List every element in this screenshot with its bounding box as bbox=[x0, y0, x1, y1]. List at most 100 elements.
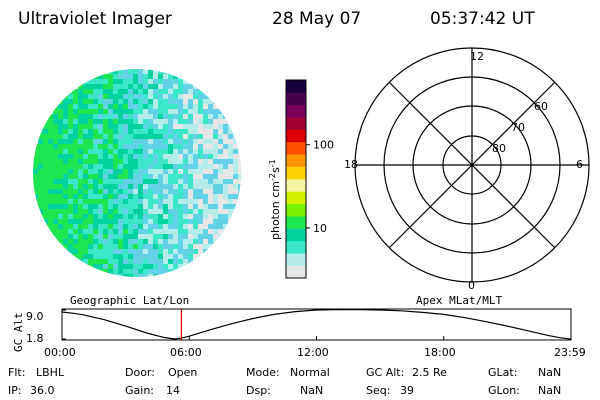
imager-pixel bbox=[98, 169, 104, 175]
imager-pixel bbox=[178, 264, 184, 270]
imager-pixel bbox=[133, 94, 139, 100]
imager-pixel bbox=[228, 134, 234, 140]
imager-pixel bbox=[53, 234, 59, 240]
imager-pixel bbox=[233, 134, 239, 140]
imager-pixel bbox=[113, 209, 119, 215]
imager-pixel bbox=[63, 129, 69, 135]
imager-pixel bbox=[158, 89, 164, 95]
imager-pixel bbox=[228, 154, 234, 160]
imager-pixel bbox=[163, 119, 169, 125]
imager-pixel bbox=[193, 194, 199, 200]
imager-pixel bbox=[188, 134, 194, 140]
imager-pixel bbox=[183, 264, 189, 270]
imager-pixel bbox=[118, 109, 124, 115]
imager-pixel bbox=[43, 164, 49, 170]
imager-pixel bbox=[78, 234, 84, 240]
imager-pixel bbox=[78, 164, 84, 170]
imager-pixel bbox=[78, 209, 84, 215]
imager-pixel bbox=[73, 119, 79, 125]
imager-pixel bbox=[158, 109, 164, 115]
imager-pixel bbox=[218, 224, 224, 230]
imager-pixel bbox=[193, 204, 199, 210]
imager-pixel bbox=[163, 269, 169, 275]
imager-pixel bbox=[133, 204, 139, 210]
imager-pixel bbox=[148, 114, 154, 120]
imager-pixel bbox=[108, 184, 114, 190]
imager-pixel bbox=[143, 139, 149, 145]
imager-pixel bbox=[133, 239, 139, 245]
imager-pixel bbox=[63, 159, 69, 165]
imager-pixel bbox=[163, 124, 169, 130]
imager-pixel bbox=[173, 254, 179, 260]
imager-pixel bbox=[123, 259, 129, 265]
imager-pixel bbox=[178, 229, 184, 235]
imager-pixel bbox=[143, 244, 149, 250]
imager-pixel bbox=[233, 179, 239, 185]
imager-pixel bbox=[93, 169, 99, 175]
imager-pixel bbox=[108, 244, 114, 250]
imager-pixel bbox=[58, 189, 64, 195]
imager-pixel bbox=[208, 249, 214, 255]
imager-pixel bbox=[238, 159, 241, 165]
imager-pixel bbox=[103, 129, 109, 135]
imager-pixel bbox=[233, 154, 239, 160]
imager-pixel bbox=[63, 94, 69, 100]
imager-pixel bbox=[233, 139, 239, 145]
imager-pixel bbox=[93, 189, 99, 195]
imager-pixel bbox=[213, 199, 219, 205]
imager-pixel bbox=[218, 194, 224, 200]
imager-pixel bbox=[208, 224, 214, 230]
imager-pixel bbox=[178, 259, 184, 265]
imager-pixel bbox=[58, 184, 64, 190]
imager-pixel bbox=[178, 249, 184, 255]
imager-pixel bbox=[183, 239, 189, 245]
imager-pixel bbox=[93, 214, 99, 220]
imager-pixel bbox=[98, 219, 104, 225]
imager-pixel bbox=[208, 114, 214, 120]
imager-pixel bbox=[68, 164, 74, 170]
imager-pixel bbox=[93, 209, 99, 215]
imager-pixel bbox=[223, 214, 229, 220]
imager-pixel bbox=[103, 254, 109, 260]
imager-pixel bbox=[173, 214, 179, 220]
imager-pixel bbox=[138, 259, 144, 265]
imager-pixel bbox=[88, 129, 94, 135]
imager-pixel bbox=[38, 164, 44, 170]
imager-pixel bbox=[153, 84, 159, 90]
imager-pixel bbox=[73, 149, 79, 155]
imager-pixel bbox=[123, 214, 129, 220]
imager-pixel bbox=[123, 154, 129, 160]
imager-pixel bbox=[98, 124, 104, 130]
imager-pixel bbox=[143, 269, 149, 275]
imager-pixel bbox=[108, 249, 114, 255]
imager-pixel bbox=[88, 109, 94, 115]
imager-pixel bbox=[78, 119, 84, 125]
imager-pixel bbox=[123, 94, 129, 100]
imager-pixel bbox=[83, 79, 89, 85]
imager-pixel bbox=[223, 239, 229, 245]
imager-pixel bbox=[113, 129, 119, 135]
imager-pixel bbox=[138, 244, 144, 250]
imager-pixel bbox=[103, 184, 109, 190]
imager-pixel bbox=[153, 274, 159, 277]
imager-pixel bbox=[113, 194, 119, 200]
imager-pixel bbox=[93, 109, 99, 115]
imager-pixel bbox=[53, 179, 59, 185]
imager-pixel bbox=[188, 184, 194, 190]
imager-pixel bbox=[168, 164, 174, 170]
imager-pixel bbox=[198, 219, 204, 225]
imager-pixel bbox=[68, 114, 74, 120]
imager-pixel bbox=[128, 134, 134, 140]
imager-pixel bbox=[93, 254, 99, 260]
imager-pixel bbox=[68, 234, 74, 240]
imager-pixel bbox=[203, 89, 209, 95]
imager-pixel bbox=[183, 114, 189, 120]
imager-pixel bbox=[83, 99, 89, 105]
imager-pixel bbox=[143, 204, 149, 210]
imager-pixel bbox=[198, 229, 204, 235]
imager-pixel bbox=[128, 124, 134, 130]
imager-pixel bbox=[103, 124, 109, 130]
imager-pixel bbox=[198, 194, 204, 200]
imager-pixel bbox=[88, 119, 94, 125]
